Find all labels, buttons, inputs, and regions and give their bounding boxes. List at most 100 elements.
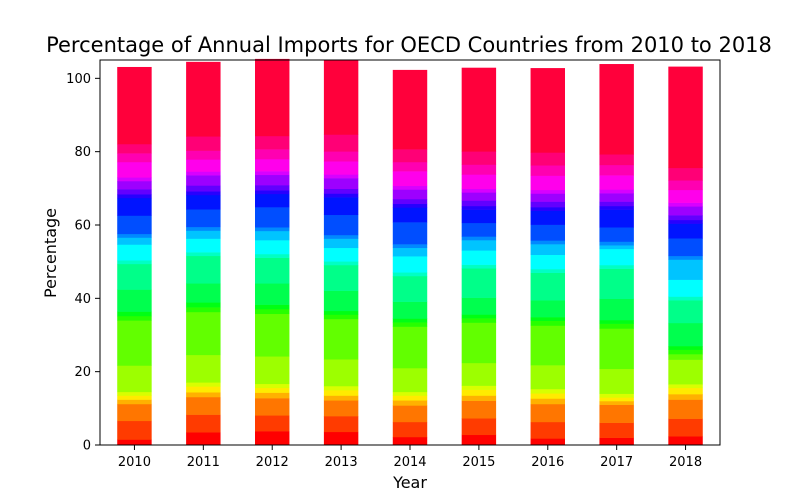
bar-segment	[599, 397, 634, 402]
x-axis-title: Year	[392, 473, 427, 492]
bar-segment	[186, 171, 221, 176]
y-axis-title: Percentage	[41, 208, 60, 298]
bar-segment	[461, 200, 497, 207]
bar-segment	[392, 69, 428, 150]
bar-segment	[323, 261, 359, 266]
bar-segment	[392, 395, 428, 401]
bar-segment	[599, 248, 634, 266]
bar-segment	[323, 197, 359, 216]
bar-segment	[530, 240, 565, 245]
bar-segment	[255, 58, 290, 137]
y-tick-label: 80	[74, 145, 91, 160]
x-tick-label: 2016	[531, 455, 564, 470]
bar-segment	[530, 175, 565, 191]
bar-segment	[323, 385, 359, 391]
bar-segment	[186, 226, 221, 231]
bar-segment	[255, 159, 290, 172]
bar-segment	[186, 61, 221, 137]
bar-segment	[255, 257, 290, 284]
bar-segment	[186, 283, 221, 303]
bar-segment	[599, 227, 634, 242]
bar-segment	[392, 185, 428, 190]
bar-segment	[323, 234, 359, 239]
bar-segment	[117, 143, 152, 154]
bar-segment	[461, 205, 497, 210]
bar-segment	[117, 439, 152, 446]
bar-segment	[117, 197, 152, 216]
bar-segment	[530, 269, 565, 273]
bar-segment	[599, 268, 634, 299]
x-tick-label: 2017	[600, 455, 633, 470]
bar-segment	[323, 290, 359, 312]
bar-segment	[668, 167, 703, 181]
bar-segment	[186, 386, 221, 393]
bar-segment	[530, 393, 565, 399]
bar-segment	[323, 318, 359, 360]
bar-segment	[117, 177, 152, 182]
bar-segment	[392, 203, 428, 208]
bar-segment	[117, 315, 152, 321]
bar-segment	[392, 149, 428, 163]
bar-segment	[392, 326, 428, 369]
bar-segment	[186, 392, 221, 398]
bar-segment	[255, 185, 290, 191]
bar-segment	[186, 414, 221, 433]
y-tick-label: 40	[74, 292, 91, 307]
x-tick-label: 2015	[462, 455, 495, 470]
bar-segment	[392, 222, 428, 245]
bar-segment	[599, 241, 634, 246]
bar-segment	[186, 185, 221, 192]
bar-segment	[668, 349, 703, 355]
bar-segment	[186, 396, 221, 415]
bar-segment	[117, 161, 152, 178]
bar-segment	[599, 323, 634, 329]
bar-segment	[668, 215, 703, 221]
bar-segment	[668, 219, 703, 224]
bar-segment	[530, 325, 565, 366]
bar-segment	[117, 391, 152, 396]
bar-segment	[461, 268, 497, 298]
bar-segment	[255, 431, 290, 446]
bar-segment	[530, 244, 565, 255]
bar-segment	[117, 320, 152, 366]
bar-segment	[117, 194, 152, 199]
bar-segment	[186, 191, 221, 196]
bar-segment	[255, 193, 290, 208]
bar-segment	[117, 189, 152, 195]
bar-segment	[186, 150, 221, 160]
bar-segment	[530, 272, 565, 301]
bar-segment	[599, 298, 634, 321]
bar-segment	[599, 422, 634, 438]
bar-segment	[186, 255, 221, 284]
bar-segment	[668, 354, 703, 360]
bar-segment	[461, 297, 497, 315]
bar-segment	[117, 395, 152, 400]
bar-segment	[255, 207, 290, 228]
bar-segment	[186, 230, 221, 239]
bar-segment	[530, 398, 565, 405]
bar-segment	[255, 313, 290, 357]
bar-segment	[461, 222, 497, 237]
bar-segment	[392, 368, 428, 393]
bar-segment	[599, 245, 634, 250]
bar-segment	[117, 289, 152, 312]
bar-segment	[392, 198, 428, 205]
bar-segment	[530, 421, 565, 439]
bar-segment	[392, 247, 428, 257]
x-tick-label: 2013	[325, 455, 358, 470]
bar-segment	[668, 255, 703, 260]
bar-segment	[255, 356, 290, 385]
bar-segment	[117, 153, 152, 163]
bar-segment	[186, 432, 221, 446]
bar-segment	[186, 175, 221, 186]
bar-segment	[255, 230, 290, 241]
bar-segment	[599, 189, 634, 194]
bar-segment	[461, 164, 497, 175]
bar-segment	[599, 437, 634, 446]
y-tick-label: 100	[66, 72, 91, 87]
bar-segment	[186, 136, 221, 151]
bar-segment	[255, 227, 290, 232]
bar-segment	[255, 304, 290, 310]
bar-segment	[323, 390, 359, 396]
